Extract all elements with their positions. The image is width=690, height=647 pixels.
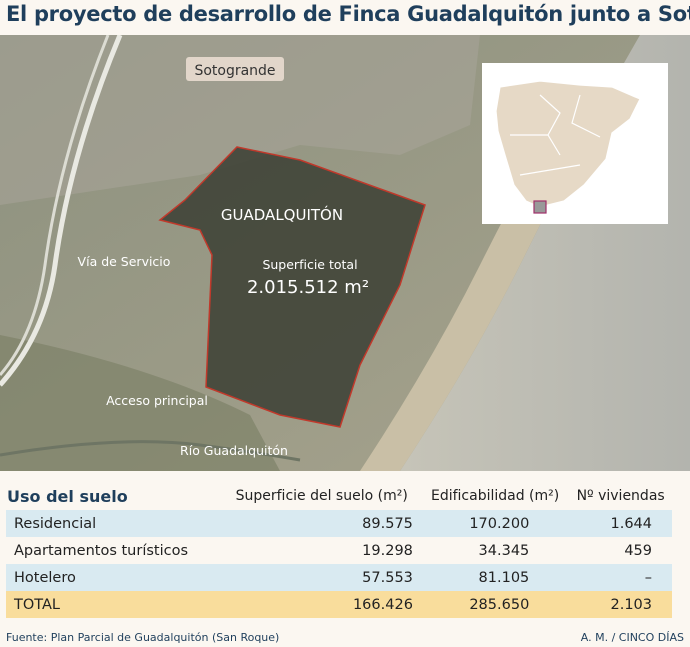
header-cell: Edificabilidad (m²)	[430, 488, 560, 504]
map: Sotogrande GUADALQUITÓN Superficie total…	[0, 35, 690, 471]
map-label: Sotogrande	[194, 63, 275, 79]
source: Fuente: Plan Parcial de Guadalquitón (Sa…	[6, 631, 280, 644]
table-row: TOTAL 166.426 285.650 2.103	[6, 591, 672, 618]
header-cell: Nº viviendas	[576, 488, 665, 504]
regions	[510, 94, 601, 176]
map-label: Río Guadalquitón	[180, 443, 288, 458]
highway	[0, 35, 110, 376]
river	[0, 440, 301, 462]
cell: TOTAL	[6, 591, 223, 618]
map-label: Vía de Servicio	[78, 254, 171, 269]
cell: 57.553	[222, 564, 421, 591]
cell: 2.103	[569, 591, 672, 618]
locator	[533, 200, 547, 214]
table-row: Residencial 89.575 170.200 1.644	[6, 510, 672, 537]
land-use-table: Uso del suelo Superficie del suelo (m²) …	[6, 482, 672, 618]
cell: 34.345	[478, 542, 530, 559]
highway	[0, 35, 123, 387]
river-area	[0, 335, 280, 471]
cell: 89.575	[222, 510, 421, 537]
table-header: Uso del suelo Superficie del suelo (m²) …	[6, 482, 672, 510]
urban	[0, 35, 480, 205]
cell: 81.105	[420, 564, 570, 591]
header-cell: Superficie del suelo (m²)	[235, 488, 408, 504]
cell: 19.298	[362, 542, 413, 559]
cell: Apartamentos turísticos	[14, 542, 189, 559]
title: El proyecto de desarrollo de Finca Guada…	[6, 2, 690, 26]
cell: 1.644	[569, 510, 672, 537]
map-label: Superficie total	[262, 257, 357, 272]
cell: –	[569, 564, 672, 591]
cell: Residencial	[6, 510, 223, 537]
map-label: 2.015.512 m²	[247, 277, 369, 298]
inset-map	[482, 63, 668, 224]
label-bg	[186, 57, 284, 81]
cell: 170.200	[420, 510, 570, 537]
table-row: Apartamentos turísticos 19.298 34.345 45…	[6, 537, 672, 564]
credit: A. M. / CINCO DÍAS	[580, 631, 684, 644]
development-area	[158, 146, 426, 428]
table-row: Hotelero 57.553 81.105 –	[6, 564, 672, 591]
cell: 166.426	[222, 591, 421, 618]
map-label: GUADALQUITÓN	[221, 205, 343, 224]
cell: 459	[624, 542, 652, 559]
cell: 285.650	[420, 591, 570, 618]
header-cell: Uso del suelo	[7, 486, 128, 506]
map-label: Acceso principal	[106, 393, 208, 408]
spain	[495, 80, 641, 208]
cell: Hotelero	[6, 564, 223, 591]
